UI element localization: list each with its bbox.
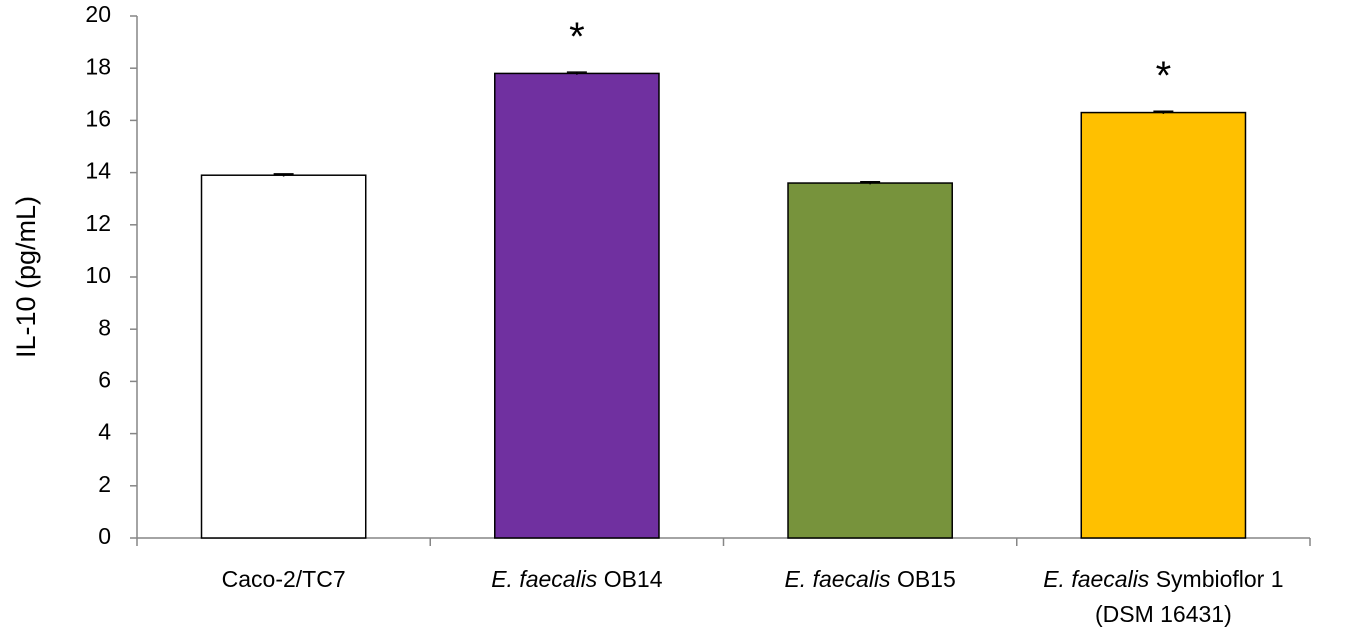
x-tick-label-part: Symbioflor 1	[1149, 566, 1283, 592]
y-tick-label: 8	[98, 314, 111, 340]
y-tick-label: 12	[85, 210, 111, 236]
y-tick-label: 4	[98, 419, 111, 445]
x-tick-label-part: OB14	[597, 566, 662, 592]
annotation: *	[1156, 54, 1172, 98]
y-tick-label: 6	[98, 366, 111, 392]
x-tick-label-part: (DSM 16431)	[1095, 601, 1232, 627]
y-tick-label: 20	[85, 1, 111, 27]
x-tick-label: (DSM 16431)	[1095, 601, 1232, 627]
x-tick-label-part: E. faecalis	[784, 566, 891, 592]
x-tick-label-part: Caco-2/TC7	[222, 566, 346, 592]
y-tick-label: 10	[85, 262, 111, 288]
y-tick-label: 16	[85, 105, 111, 131]
x-tick-label-part: OB15	[891, 566, 956, 592]
bar	[787, 182, 953, 539]
bar	[1080, 111, 1247, 539]
x-tick-label-part: E. faecalis	[1043, 566, 1150, 592]
x-tick-label: E. faecalis OB15	[784, 566, 955, 592]
bar	[494, 72, 660, 539]
y-tick-label: 2	[98, 471, 111, 497]
y-tick-label: 18	[85, 53, 111, 79]
y-tick-label: 0	[98, 523, 111, 549]
y-axis-label: IL-10 (pg/mL)	[11, 196, 41, 358]
x-tick-label: Caco-2/TC7	[222, 566, 346, 592]
x-tick-label-part: E. faecalis	[491, 566, 598, 592]
bar	[200, 174, 367, 539]
x-tick-label: E. faecalis Symbioflor 1	[1043, 566, 1283, 592]
y-tick-label: 14	[85, 158, 111, 184]
x-tick-label: E. faecalis OB14	[491, 566, 663, 592]
annotation: *	[569, 15, 585, 59]
